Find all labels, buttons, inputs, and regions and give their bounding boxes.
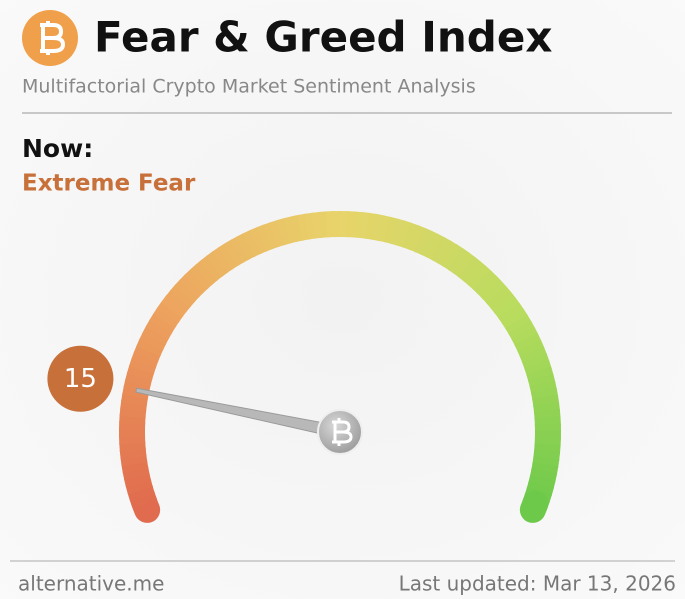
subtitle: Multifactorial Crypto Market Sentiment A… bbox=[22, 76, 476, 98]
value-badge bbox=[47, 345, 114, 412]
updated: Last updated: Mar 13, 2026 bbox=[399, 572, 676, 596]
now-label: Now: bbox=[22, 134, 93, 163]
value-label: 15 bbox=[64, 364, 97, 394]
logo-glyph bbox=[40, 21, 66, 55]
hub-glyph bbox=[332, 418, 353, 446]
gauge: 15 bbox=[47, 211, 561, 523]
title: Fear & Greed Index bbox=[94, 13, 552, 62]
gauge-arc-segment bbox=[519, 490, 549, 523]
source: alternative.me bbox=[18, 572, 164, 596]
classification: Extreme Fear bbox=[22, 171, 196, 197]
